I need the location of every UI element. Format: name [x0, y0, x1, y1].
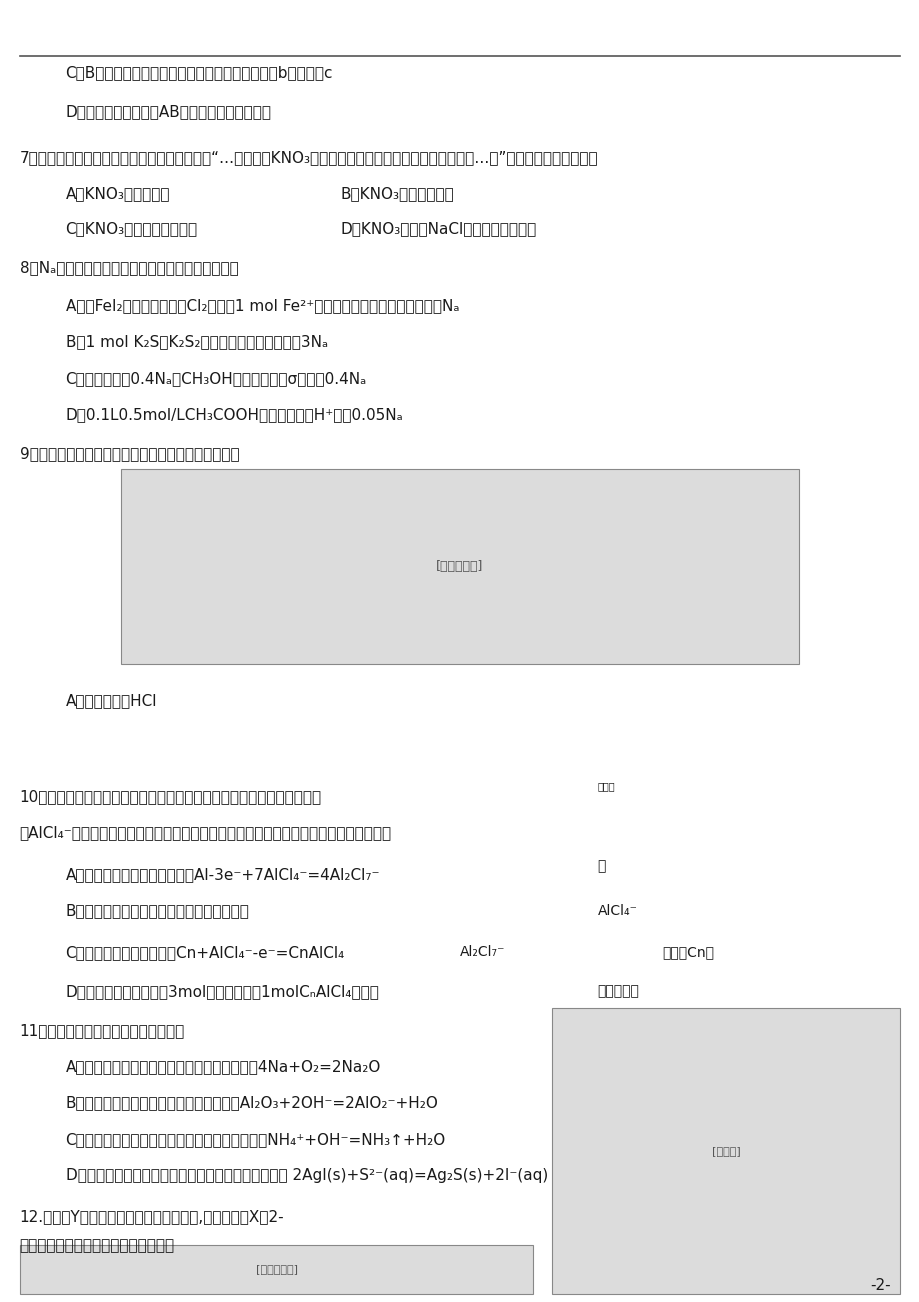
- Text: A．金属锃露置在空气中，光亮表面颜色变暗：4Na+O₂=2Na₂O: A．金属锃露置在空气中，光亮表面颜色变暗：4Na+O₂=2Na₂O: [65, 1060, 380, 1074]
- Text: C．KNO₃的焰色反应为紫色: C．KNO₃的焰色反应为紫色: [65, 221, 198, 236]
- Text: 用AlCl₄⁻和有机阳离子构成电解质溶液，其放电工作原理如图所示。下列说法不正确的是: 用AlCl₄⁻和有机阳离子构成电解质溶液，其放电工作原理如图所示。下列说法不正确…: [19, 825, 391, 840]
- Text: D．碑化銀悬浊液滴加硫化锴溶液，黄色沉淠变成黑色 2AgI(s)+S²⁻(aq)=Ag₂S(s)+2I⁻(aq): D．碑化銀悬浊液滴加硫化锴溶液，黄色沉淠变成黑色 2AgI(s)+S²⁻(aq)…: [65, 1168, 547, 1184]
- Text: 8．Nₐ表示阿伏加德罗常数的值，下列说法正确的是: 8．Nₐ表示阿伏加德罗常数的值，下列说法正确的是: [19, 260, 238, 275]
- Text: A．向FeI₂溶液中通入适量Cl₂，当有1 mol Fe²⁺被氧化时，转移的电子的数目为Nₐ: A．向FeI₂溶液中通入适量Cl₂，当有1 mol Fe²⁺被氧化时，转移的电子…: [65, 298, 459, 312]
- Text: A．制取并收集HCl: A．制取并收集HCl: [65, 693, 157, 708]
- Text: A．放电时铝为负极，反应为：Al-3e⁻+7AlCl₄⁻=4Al₂Cl₇⁻: A．放电时铝为负极，反应为：Al-3e⁻+7AlCl₄⁻=4Al₂Cl₇⁻: [65, 867, 380, 881]
- Text: D．KNO₃中混有NaCl可用重结晶法提纯: D．KNO₃中混有NaCl可用重结晶法提纯: [340, 221, 537, 236]
- Text: AlCl₄⁻: AlCl₄⁻: [597, 904, 637, 918]
- Text: Al₂Cl₇⁻: Al₂Cl₇⁻: [460, 945, 505, 960]
- Text: B．KNO₃属于强电解质: B．KNO₃属于强电解质: [340, 186, 454, 202]
- Text: 9．利用下列实验装置能完成相应实验且操作正确的是: 9．利用下列实验装置能完成相应实验且操作正确的是: [19, 447, 239, 461]
- Text: 石墨（Cn）: 石墨（Cn）: [661, 945, 713, 960]
- Text: B．1 mol K₂S与K₂S₂的混合物中含离子总数为3Nₐ: B．1 mol K₂S与K₂S₂的混合物中含离子总数为3Nₐ: [65, 335, 327, 349]
- Bar: [551, 1008, 900, 1294]
- Text: 12.化合物Y能用于高性能光学树脂的合成,可由化合物X与2-: 12.化合物Y能用于高性能光学树脂的合成,可由化合物X与2-: [19, 1208, 284, 1224]
- Text: 铝: 铝: [597, 859, 606, 874]
- Text: B．铝条插入烧简溶液中，没有明显现象：Al₂O₃+2OH⁻=2AlO₂⁻+H₂O: B．铝条插入烧简溶液中，没有明显现象：Al₂O₃+2OH⁻=2AlO₂⁻+H₂O: [65, 1095, 438, 1111]
- Text: 10．斯坦福大学研究人员研制出一种可在一分钟内完成充放电的超常性能: 10．斯坦福大学研究人员研制出一种可在一分钟内完成充放电的超常性能: [19, 789, 322, 805]
- Text: 7．中华文化有着深厉底蕴，《天工开物》载有“…凡研消（KNO₃）不以铁碞入石臼，相击生火，祸不可测…。”下列相关说法错误的是: 7．中华文化有着深厉底蕴，《天工开物》载有“…凡研消（KNO₃）不以铁碞入石臼，…: [19, 150, 597, 165]
- Text: C．氢原子数为0.4Nₐ的CH₃OH分子中含有的σ键数为0.4Nₐ: C．氢原子数为0.4Nₐ的CH₃OH分子中含有的σ键数为0.4Nₐ: [65, 371, 367, 385]
- Text: B．放电时，有机阳离子向石墨电极方向移动: B．放电时，有机阳离子向石墨电极方向移动: [65, 904, 249, 918]
- Text: A．KNO₃属于易燃品: A．KNO₃属于易燃品: [65, 186, 170, 202]
- Text: [实验装置图]: [实验装置图]: [436, 560, 483, 573]
- Text: 有机阳离子: 有机阳离子: [597, 984, 639, 999]
- Text: 用电器: 用电器: [597, 781, 615, 792]
- Text: 11．下列解释事实的方程式不正确的是: 11．下列解释事实的方程式不正确的是: [19, 1023, 185, 1038]
- Text: D．0.1L0.5mol/LCH₃COOH溶液中含有的H⁺数为0.05Nₐ: D．0.1L0.5mol/LCH₃COOH溶液中含有的H⁺数为0.05Nₐ: [65, 408, 403, 422]
- Text: C．硫酸锨溶液和氮氧化钒溶液混合，产生气体：NH₄⁺+OH⁻=NH₃↑+H₂O: C．硫酸锨溶液和氮氧化钒溶液混合，产生气体：NH₄⁺+OH⁻=NH₃↑+H₂O: [65, 1131, 446, 1147]
- Text: C．充电时的阳极反应为：Cn+AlCl₄⁻-e⁻=CnAlCl₄: C．充电时的阳极反应为：Cn+AlCl₄⁻-e⁻=CnAlCl₄: [65, 945, 345, 960]
- Bar: [19, 1245, 533, 1294]
- Text: C．B点时往反应混合物中加入少量同样的酶，曲线b变为曲线c: C．B点时往反应混合物中加入少量同样的酶，曲线b变为曲线c: [65, 65, 333, 81]
- Text: -2-: -2-: [869, 1277, 891, 1293]
- Text: D．放电时电路中每转移3mol电子，最多朄1molCₙAlCl₄被还原: D．放电时电路中每转移3mol电子，最多朄1molCₙAlCl₄被还原: [65, 984, 379, 999]
- Bar: [120, 469, 799, 664]
- Text: [化学结构图]: [化学结构图]: [255, 1264, 297, 1275]
- Text: [电池图]: [电池图]: [710, 1146, 740, 1156]
- Text: 甲基丙烯酸氯在一定条件下反应制得：: 甲基丙烯酸氯在一定条件下反应制得：: [19, 1238, 175, 1254]
- Text: D．反应物浓度是限制AB段反应速率的主要因素: D．反应物浓度是限制AB段反应速率的主要因素: [65, 104, 271, 120]
